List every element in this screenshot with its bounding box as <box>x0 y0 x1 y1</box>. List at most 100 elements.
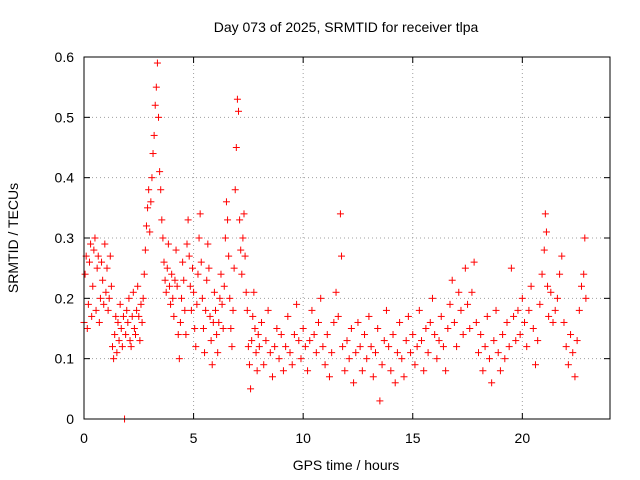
data-point <box>142 222 150 230</box>
data-point <box>581 234 589 242</box>
data-point <box>135 312 143 320</box>
data-point <box>92 306 100 314</box>
data-point <box>575 306 583 314</box>
data-point <box>301 343 309 351</box>
data-point <box>136 337 144 345</box>
data-point <box>196 210 204 218</box>
data-point <box>319 343 327 351</box>
data-point <box>84 300 92 308</box>
data-point <box>336 210 344 218</box>
x-tick-label: 20 <box>515 430 531 446</box>
data-point <box>464 300 472 308</box>
data-point <box>317 294 325 302</box>
data-point <box>210 288 218 296</box>
data-point <box>215 318 223 326</box>
data-point <box>167 300 175 308</box>
data-point <box>323 331 331 339</box>
data-point <box>343 337 351 345</box>
data-point <box>155 113 163 121</box>
data-point <box>472 318 480 326</box>
data-point <box>89 282 97 290</box>
data-point <box>260 361 268 369</box>
data-point <box>207 337 215 345</box>
data-point <box>247 385 255 393</box>
data-point <box>253 367 261 375</box>
data-point <box>361 331 369 339</box>
data-point <box>228 343 236 351</box>
x-tick-label: 5 <box>190 430 198 446</box>
data-point <box>299 325 307 332</box>
data-point <box>564 361 572 369</box>
data-point <box>391 379 399 387</box>
data-point <box>119 312 127 320</box>
data-point <box>239 234 247 242</box>
data-point <box>538 270 546 278</box>
data-point <box>453 343 461 351</box>
data-point <box>224 216 232 224</box>
data-point <box>105 294 113 302</box>
data-point <box>98 258 106 266</box>
data-point <box>107 282 115 290</box>
data-point <box>156 168 164 176</box>
data-point <box>141 246 149 254</box>
data-point <box>376 397 384 405</box>
data-point <box>534 337 542 345</box>
data-point <box>492 306 500 314</box>
data-point <box>213 331 221 339</box>
y-tick-label: 0.2 <box>55 290 75 306</box>
data-point <box>248 337 256 345</box>
data-point <box>214 349 222 357</box>
data-point <box>264 306 272 314</box>
data-point <box>217 270 225 278</box>
data-point <box>85 258 93 266</box>
data-point <box>110 355 118 363</box>
data-point <box>387 367 395 375</box>
data-point <box>549 318 557 326</box>
data-point <box>194 270 202 278</box>
data-point <box>437 312 445 320</box>
data-point <box>126 337 134 345</box>
data-point <box>521 318 529 326</box>
data-point <box>266 349 274 357</box>
data-point <box>582 294 590 302</box>
data-point <box>271 343 279 351</box>
data-point <box>112 312 120 320</box>
data-point <box>541 210 549 218</box>
data-point <box>124 318 132 326</box>
data-point <box>352 349 360 357</box>
y-tick-label: 0.4 <box>55 170 75 186</box>
data-point <box>134 282 142 290</box>
data-point <box>250 288 258 296</box>
y-tick-label: 0.6 <box>55 49 75 65</box>
data-point <box>547 288 555 296</box>
data-point <box>431 331 439 339</box>
data-point <box>221 234 229 242</box>
data-point <box>169 294 177 302</box>
data-point <box>241 252 249 260</box>
data-point <box>536 300 544 308</box>
data-point <box>227 325 235 332</box>
data-point <box>236 216 244 224</box>
data-point <box>304 367 312 375</box>
data-point <box>273 325 281 332</box>
data-point <box>455 288 463 296</box>
data-point <box>567 331 575 339</box>
data-point <box>232 144 240 151</box>
data-point <box>420 367 428 375</box>
data-point <box>389 331 397 339</box>
data-point <box>295 337 303 345</box>
data-point <box>306 337 314 345</box>
data-point <box>385 343 393 351</box>
data-point <box>527 282 535 290</box>
x-tick-label: 15 <box>405 430 421 446</box>
data-point <box>252 349 260 357</box>
data-point <box>341 367 349 375</box>
data-point <box>140 270 148 278</box>
data-point <box>170 312 178 320</box>
data-point <box>104 306 112 314</box>
data-point <box>450 318 458 326</box>
data-point <box>127 343 135 351</box>
data-point <box>501 355 509 363</box>
data-point <box>128 312 136 320</box>
data-point <box>123 306 131 314</box>
